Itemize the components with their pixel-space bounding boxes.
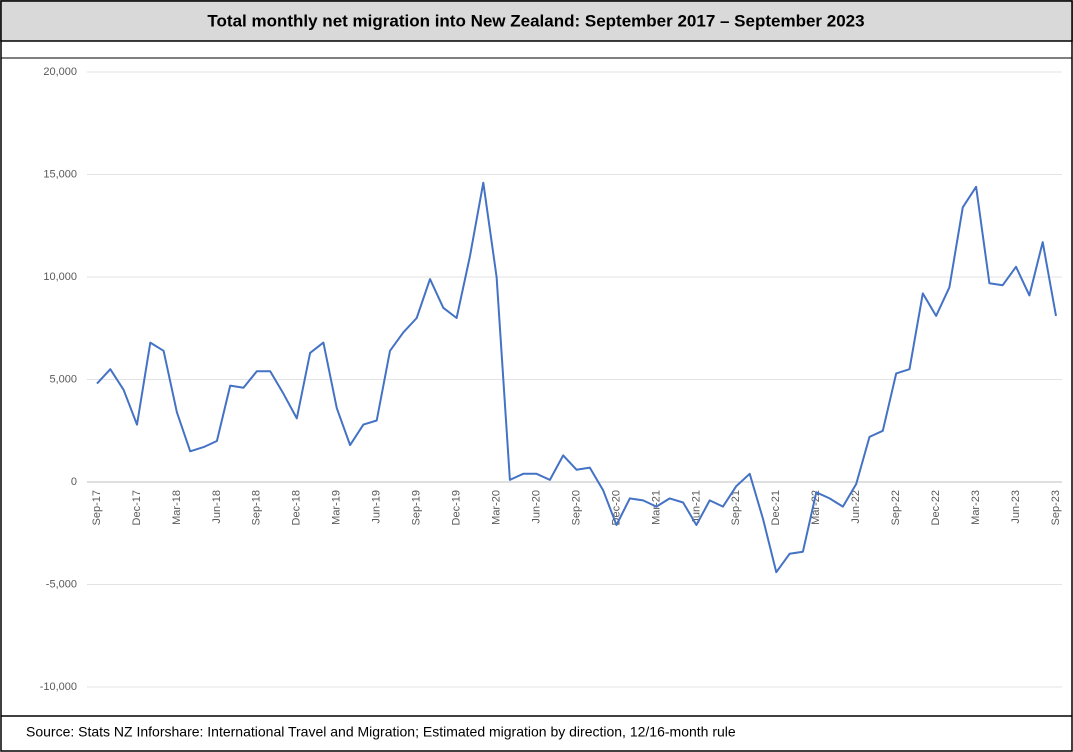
x-tick-label: Jun-21 [690,490,702,524]
x-tick-label: Mar-22 [810,490,822,525]
source-note: Source: Stats NZ Inforshare: Internation… [26,724,736,740]
chart-title: Total monthly net migration into New Zea… [207,11,864,30]
title-bar [0,0,1073,42]
x-tick-label: Mar-18 [171,490,183,525]
x-tick-label: Dec-21 [770,490,782,525]
x-tick-label: Sep-20 [570,490,582,525]
x-tick-label: Sep-17 [91,490,103,525]
x-tick-label: Dec-22 [930,490,942,525]
x-tick-label: Jun-23 [1010,490,1022,524]
line-series [96,181,1057,574]
x-tick-label: Sep-22 [890,490,902,525]
x-tick-label: Dec-17 [131,490,143,525]
y-tick-label: 0 [71,476,77,488]
y-tick-label: -5,000 [46,578,77,590]
y-tick-label: -10,000 [40,681,77,693]
y-tick-label: 5,000 [49,373,77,385]
x-tick-label: Mar-20 [490,490,502,525]
x-tick-label: Jun-22 [850,490,862,524]
x-tick-label: Dec-18 [291,490,303,525]
x-tick-label: Sep-18 [251,490,263,525]
x-tick-label: Jun-20 [530,490,542,524]
y-tick-label: 20,000 [43,66,77,78]
x-tick-label: Dec-19 [451,490,463,525]
x-tick-label: Mar-23 [970,490,982,525]
y-tick-label: 10,000 [43,271,77,283]
y-tick-label: 15,000 [43,168,77,180]
x-tick-label: Sep-19 [411,490,423,525]
x-tick-label: Jun-19 [371,490,383,524]
x-tick-label: Jun-18 [211,490,223,524]
x-tick-label: Dec-20 [610,490,622,525]
x-tick-label: Sep-23 [1050,490,1062,525]
x-tick-label: Sep-21 [730,490,742,525]
x-tick-label: Mar-19 [331,490,343,525]
